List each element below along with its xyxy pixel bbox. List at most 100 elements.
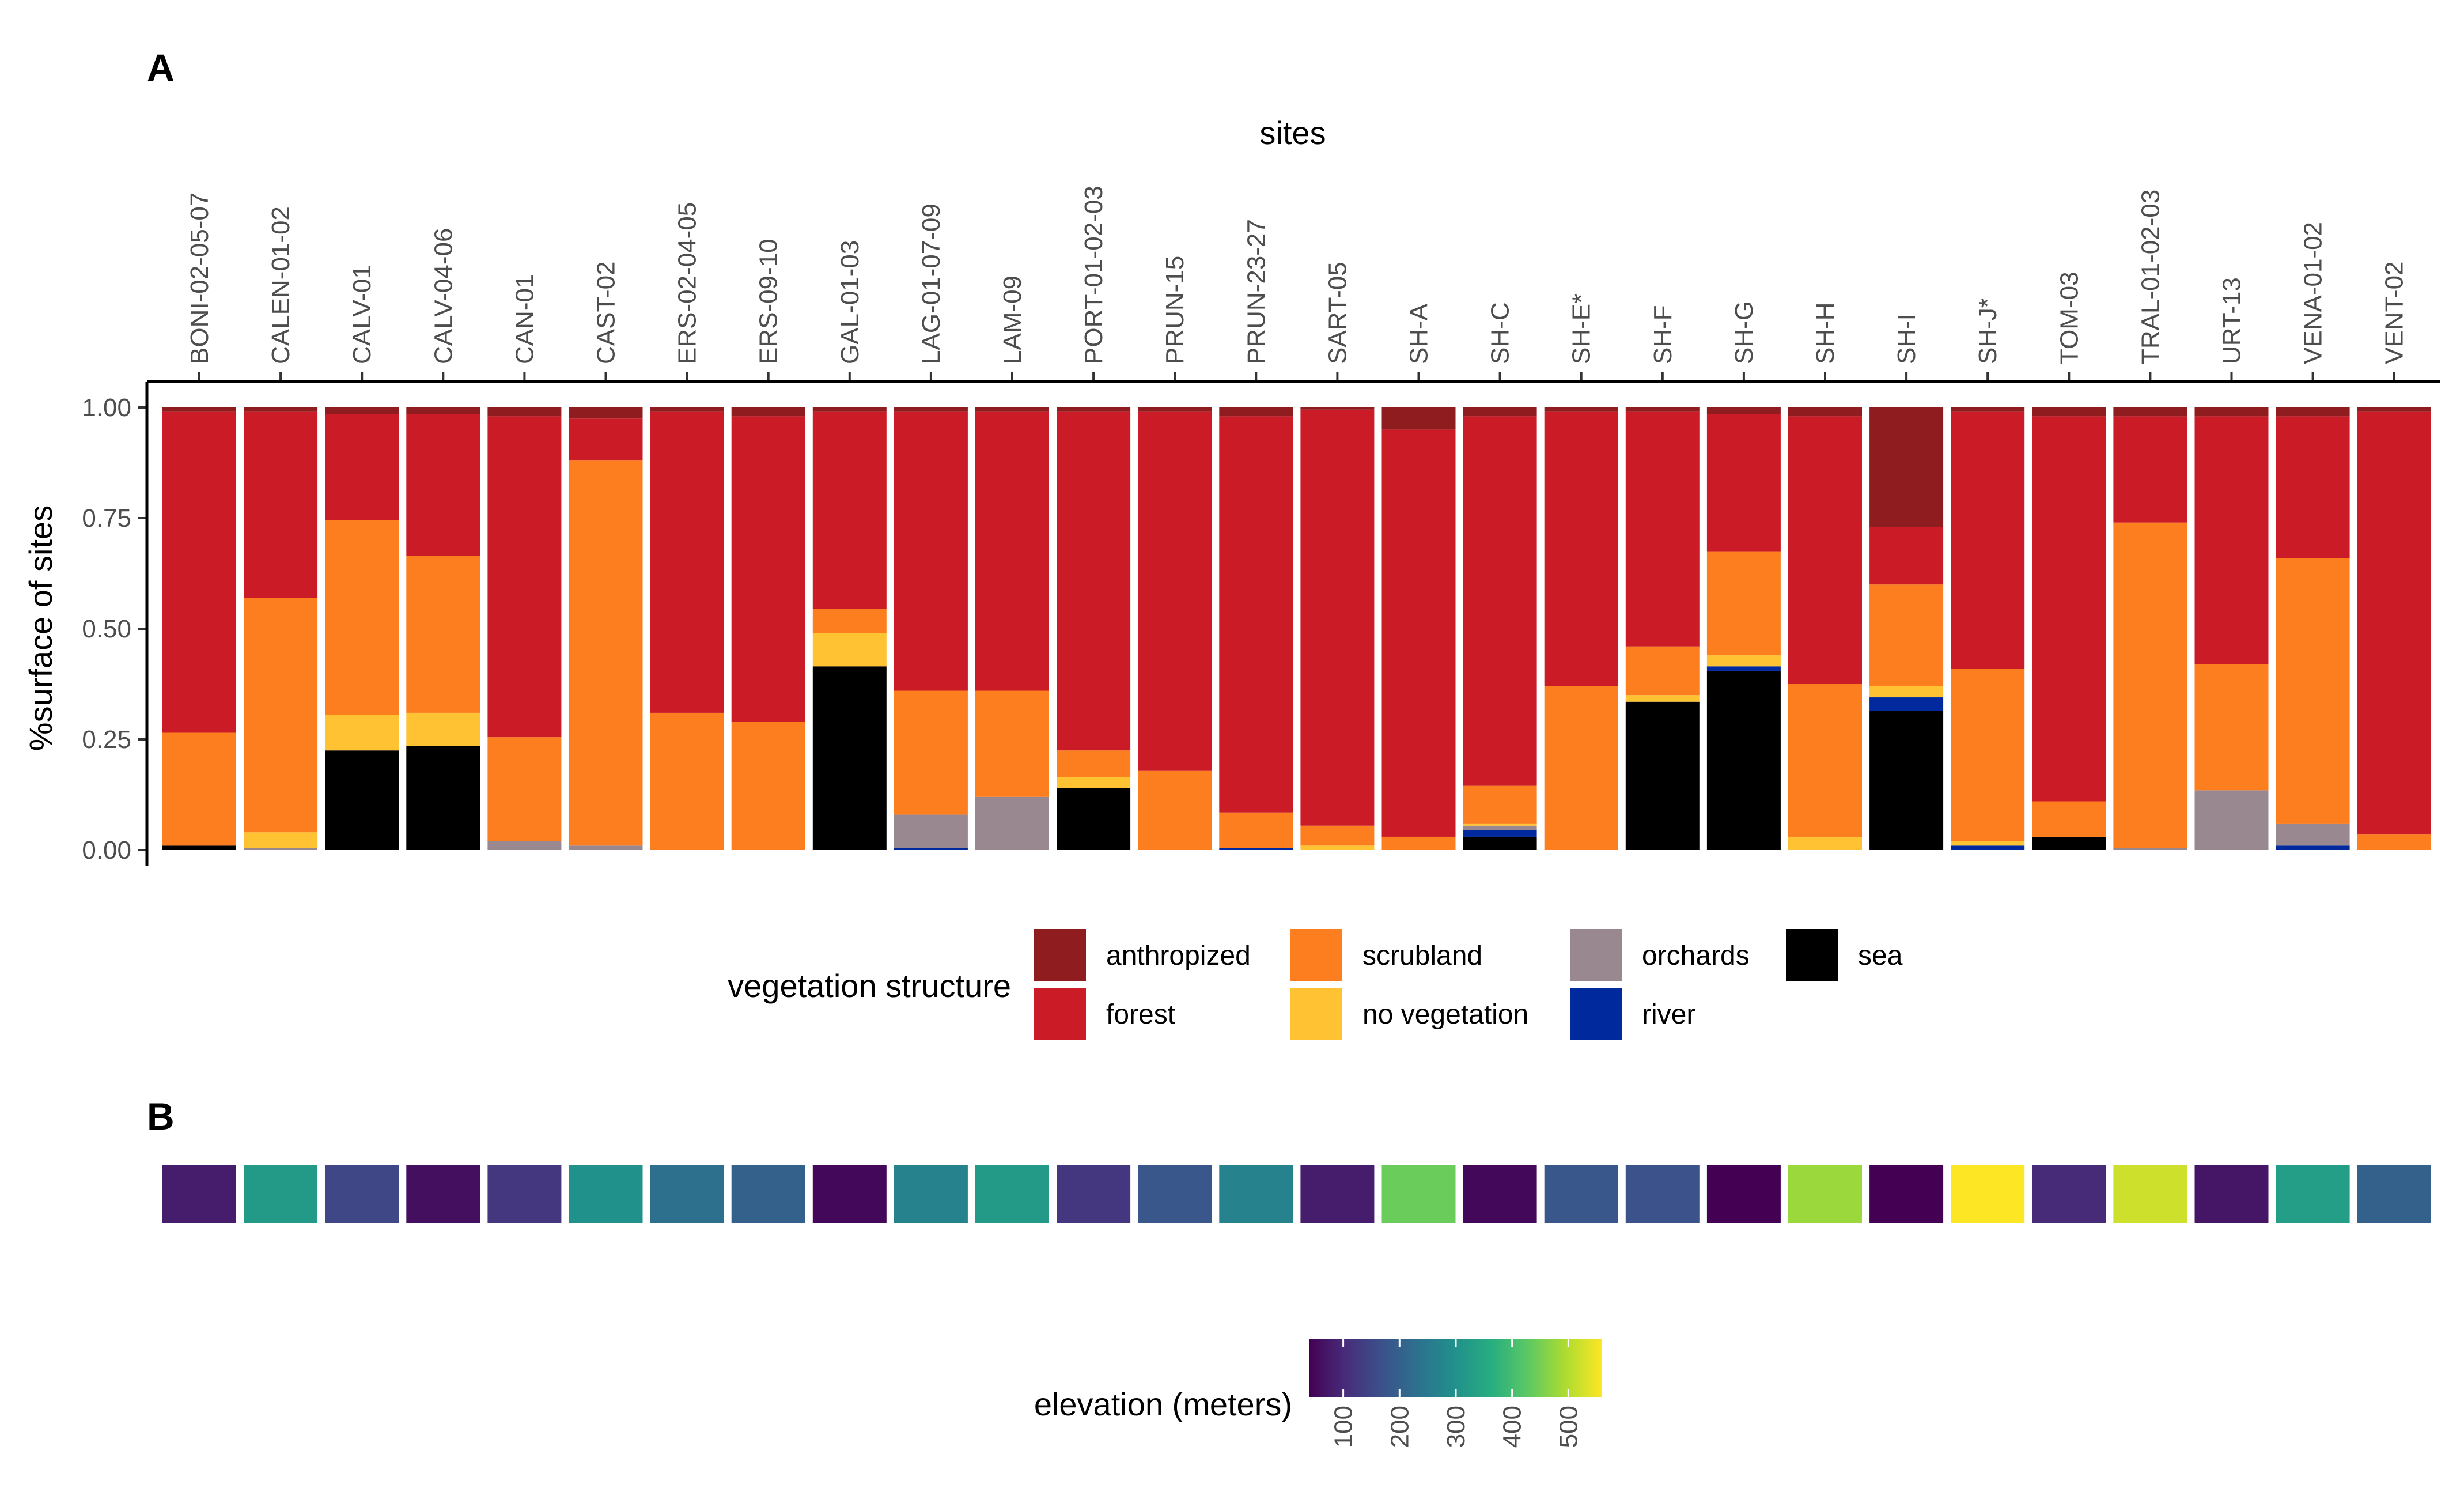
bar-no-vegetation-sh-i [1869, 686, 1944, 698]
y-axis-title: %surface of sites [22, 505, 59, 751]
bar-no-vegetation-sart-05 [1300, 845, 1375, 850]
heatmap-tile-sh-i [1869, 1165, 1944, 1223]
legend-swatch-sea [1786, 929, 1838, 981]
heatmap-tile-boni-02-05-07 [162, 1165, 236, 1223]
heatmap-tile-vena-01-02 [2276, 1165, 2350, 1223]
site-label-sh-e: SH-E* [1568, 294, 1596, 364]
bar-anthropized-lam-09 [975, 407, 1049, 412]
bar-scrubland-tom-03 [2032, 801, 2106, 837]
bar-sea-tom-03 [2032, 836, 2106, 850]
bar-anthropized-calv-01 [325, 407, 399, 414]
bar-forest-prun-15 [1138, 411, 1212, 771]
colorbar-ticks: 100 200 300 400 500 [1330, 1339, 1583, 1448]
bar-anthropized-boni-02-05-07 [162, 407, 236, 412]
heatmap-tile-lag-01-07-09 [894, 1165, 968, 1223]
bar-anthropized-sh-e [1544, 407, 1618, 412]
bar-sea-sh-c [1463, 836, 1537, 850]
bar-scrubland-lag-01-07-09 [894, 690, 968, 815]
site-label-sh-i: SH-I [1893, 314, 1921, 364]
bar-forest-vent-02 [2357, 411, 2431, 835]
bar-anthropized-ers-09-10 [731, 407, 805, 417]
site-label-ers-09-10: ERS-09-10 [755, 239, 783, 364]
site-label-gal-01-03: GAL-01-03 [836, 240, 864, 364]
bar-anthropized-vent-02 [2357, 407, 2431, 412]
bar-forest-sh-h [1788, 416, 1862, 684]
bar-no-vegetation-calv-04-06 [406, 712, 480, 746]
heatmap-tile-sart-05 [1300, 1165, 1375, 1223]
y-tick-label: 1.00 [82, 394, 131, 422]
heatmap-tile-port-01-02-03 [1057, 1165, 1131, 1223]
bar-orchards-cast-02 [569, 845, 643, 850]
site-label-sh-f: SH-F [1649, 305, 1677, 364]
bar-anthropized-sart-05 [1300, 407, 1375, 410]
bar-scrubland-sh-e [1544, 686, 1618, 850]
bar-no-vegetation-sh-j [1951, 841, 2025, 846]
bar-scrubland-urt-13 [2194, 664, 2269, 791]
heatmap-tile-sh-h [1788, 1165, 1862, 1223]
site-label-sh-a: SH-A [1405, 303, 1433, 364]
bar-orchards-sh-c [1463, 825, 1537, 830]
bar-sea-sh-g [1706, 670, 1781, 850]
bar-anthropized-cast-02 [569, 407, 643, 419]
bar-no-vegetation-sh-f [1625, 695, 1700, 702]
bar-forest-lag-01-07-09 [894, 411, 968, 691]
bar-no-vegetation-port-01-02-03 [1057, 777, 1131, 788]
bar-scrubland-sh-h [1788, 684, 1862, 837]
site-label-vent-02: VENT-02 [2380, 261, 2409, 364]
bar-sea-boni-02-05-07 [162, 845, 236, 850]
legend-label-sea: sea [1858, 941, 1903, 971]
bar-scrubland-prun-15 [1138, 770, 1212, 850]
heatmap-tile-ers-02-04-05 [650, 1165, 724, 1223]
bar-forest-cast-02 [569, 418, 643, 461]
x-axis-title: sites [1259, 115, 1326, 151]
bar-anthropized-can-01 [487, 407, 562, 417]
site-label-calv-01: CALV-01 [348, 265, 376, 364]
bar-forest-can-01 [487, 416, 562, 738]
bar-anthropized-calen-01-02 [244, 407, 318, 412]
bar-sea-port-01-02-03 [1057, 788, 1131, 850]
bar-anthropized-prun-15 [1138, 407, 1212, 412]
colorbar [1309, 1339, 1602, 1397]
colorbar-tick-label: 500 [1554, 1406, 1583, 1448]
bar-anthropized-tom-03 [2032, 407, 2106, 417]
site-label-boni-02-05-07: BONI-02-05-07 [186, 192, 214, 364]
heatmap-tile-lam-09 [975, 1165, 1049, 1223]
y-tick-label: 0.75 [82, 504, 131, 532]
bar-forest-sart-05 [1300, 409, 1375, 826]
bar-anthropized-urt-13 [2194, 407, 2269, 417]
site-label-calv-04-06: CALV-04-06 [429, 228, 457, 364]
bar-forest-gal-01-03 [812, 411, 887, 609]
site-label-sh-h: SH-H [1811, 302, 1840, 364]
bar-river-prun-23-27 [1219, 848, 1293, 850]
bar-scrubland-sh-i [1869, 584, 1944, 686]
heatmap-tile-prun-23-27 [1219, 1165, 1293, 1223]
site-label-can-01: CAN-01 [510, 274, 539, 365]
bar-scrubland-sh-g [1706, 551, 1781, 656]
elevation-heatmap [162, 1165, 2431, 1223]
bar-orchards-calen-01-02 [244, 848, 318, 850]
bar-forest-ers-02-04-05 [650, 411, 724, 713]
bar-scrubland-gal-01-03 [812, 609, 887, 633]
site-label-lag-01-07-09: LAG-01-07-09 [917, 203, 945, 364]
heatmap-tile-gal-01-03 [812, 1165, 887, 1223]
site-label-prun-23-27: PRUN-23-27 [1242, 219, 1270, 364]
bar-anthropized-sh-i [1869, 407, 1944, 527]
site-label-urt-13: URT-13 [2218, 277, 2246, 364]
bar-orchards-urt-13 [2194, 790, 2269, 850]
legend-swatch-anthropized [1034, 929, 1086, 981]
site-label-tral-01-02-03: TRAL-01-02-03 [2136, 190, 2164, 364]
site-label-vena-01-02: VENA-01-02 [2299, 222, 2327, 364]
site-label-calen-01-02: CALEN-01-02 [267, 206, 295, 364]
bar-no-vegetation-calen-01-02 [244, 832, 318, 848]
legend-label-scrubland: scrubland [1362, 941, 1482, 971]
heatmap-tile-sh-g [1706, 1165, 1781, 1223]
bar-orchards-can-01 [487, 841, 562, 850]
heatmap-tile-urt-13 [2194, 1165, 2269, 1223]
site-label-sh-j: SH-J* [1974, 298, 2002, 364]
bar-forest-port-01-02-03 [1057, 411, 1131, 751]
bar-forest-calv-04-06 [406, 414, 480, 556]
site-label-sh-g: SH-G [1730, 301, 1758, 364]
bar-no-vegetation-calv-01 [325, 715, 399, 751]
bar-no-vegetation-sh-c [1463, 823, 1537, 826]
